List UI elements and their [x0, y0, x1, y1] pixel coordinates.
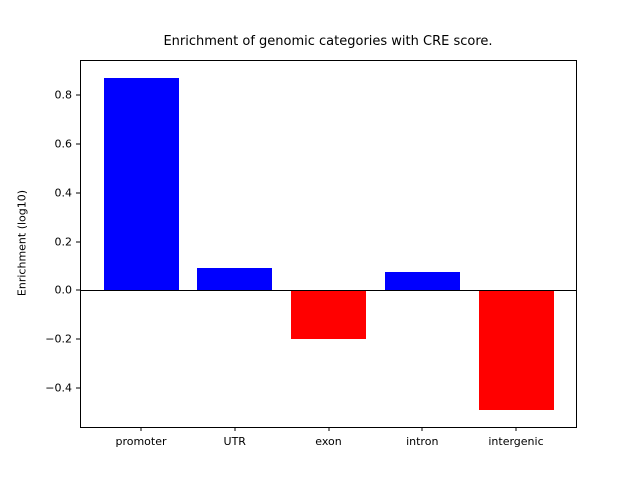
- y-tick-mark: [76, 143, 80, 145]
- x-tick-mark: [515, 427, 517, 431]
- y-tick-mark: [76, 192, 80, 194]
- y-tick-mark: [76, 289, 80, 291]
- y-tick-mark: [76, 387, 80, 389]
- y-tick-label: 0.0: [54, 283, 73, 297]
- y-tick-label: 0.6: [54, 137, 73, 151]
- x-tick-mark: [234, 427, 236, 431]
- bar-intergenic: [478, 290, 554, 410]
- bar-UTR: [197, 268, 273, 291]
- y-tick-label: 0.2: [54, 235, 73, 249]
- x-tick-label: intron: [406, 435, 439, 448]
- y-tick-mark: [76, 338, 80, 340]
- x-tick-label: exon: [315, 435, 342, 448]
- y-tick-label: −0.2: [45, 332, 72, 346]
- y-tick-label: 0.4: [54, 186, 73, 200]
- y-tick-mark: [76, 241, 80, 243]
- bar-intron: [384, 272, 460, 291]
- zero-line: [81, 289, 576, 291]
- y-tick-mark: [76, 94, 80, 96]
- chart-title: Enrichment of genomic categories with CR…: [163, 34, 493, 49]
- x-tick-mark: [421, 427, 423, 431]
- plot-area: −0.4 −0.2 0.0 0.2 0.4 0.6 0.8 promoter UTR exon in…: [45, 60, 577, 448]
- x-tick-label: intergenic: [488, 435, 544, 448]
- y-tick-label: −0.4: [45, 381, 72, 395]
- x-tick-label: promoter: [115, 435, 167, 448]
- bar-exon: [291, 290, 366, 340]
- x-tick-mark: [140, 427, 142, 431]
- y-axis-label: Enrichment (log10): [15, 189, 29, 297]
- bar-promoter: [103, 78, 179, 291]
- x-tick-mark: [328, 427, 329, 431]
- x-tick-label: UTR: [223, 435, 246, 448]
- y-tick-label: 0.8: [54, 88, 73, 102]
